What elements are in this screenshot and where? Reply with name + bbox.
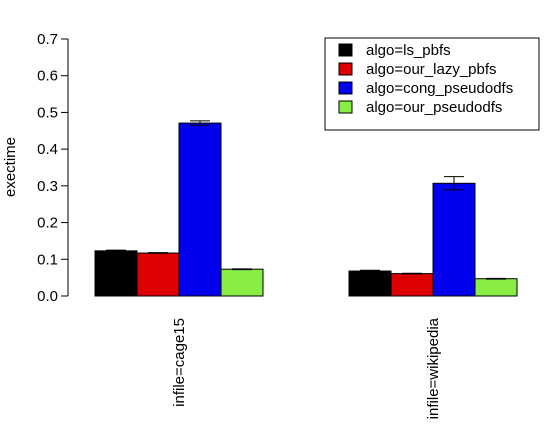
bar (178, 122, 222, 297)
bar (474, 278, 518, 297)
legend-swatch (338, 43, 353, 57)
category-label: infile=wikipedia (425, 317, 442, 419)
legend-label: algo=our_pseudodfs (366, 99, 502, 116)
legend-swatch (338, 62, 353, 76)
legend-label: algo=cong_pseudodfs (366, 80, 513, 97)
legend-label: algo=our_lazy_pbfs (366, 61, 497, 78)
y-tick-label: 0.1 (37, 251, 58, 268)
bar (136, 252, 180, 297)
y-tick-label: 0.7 (37, 31, 58, 48)
legend-swatch (338, 81, 353, 95)
legend: algo=ls_pbfs algo=our_lazy_pbfs algo=cong_… (324, 37, 540, 131)
y-axis-label: exectime (2, 137, 19, 197)
bar (94, 250, 138, 297)
bar (390, 273, 434, 297)
legend-swatch (338, 100, 353, 114)
bar (432, 182, 476, 297)
y-tick-label: 0.5 (37, 104, 58, 121)
y-tick-label: 0.4 (37, 141, 58, 158)
y-tick-label: 0.2 (37, 215, 58, 232)
y-tick-label: 0.0 (37, 288, 58, 305)
y-tick-label: 0.3 (37, 178, 58, 195)
y-tick-label: 0.6 (37, 68, 58, 85)
bars (94, 120, 518, 297)
legend-box (324, 37, 540, 131)
y-axis: 0.0 0.1 0.2 0.3 0.4 0.5 0.6 0.7 (37, 31, 69, 305)
category-labels: infile=cage15 infile=wikipedia (171, 317, 442, 419)
bar (348, 270, 392, 297)
category-label: infile=cage15 (171, 318, 188, 407)
legend-label: algo=ls_pbfs (366, 42, 451, 59)
bar (220, 268, 264, 297)
